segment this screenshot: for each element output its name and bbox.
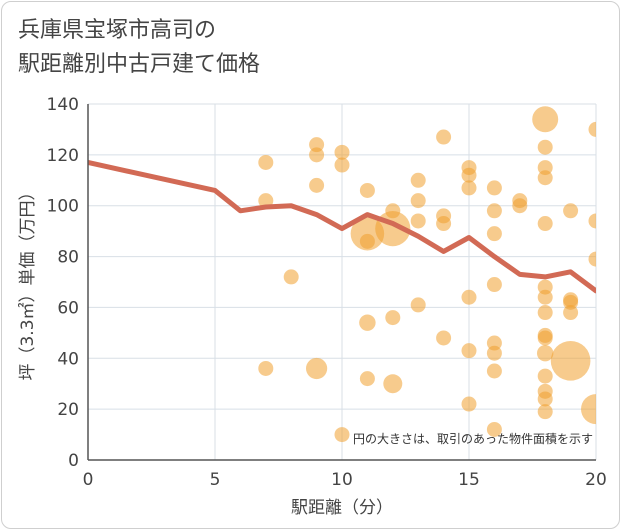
y-tick-label: 0 — [68, 451, 79, 471]
bubble-point — [309, 177, 325, 193]
bubble-point — [588, 251, 596, 267]
y-tick-label: 80 — [57, 248, 79, 268]
bubble-point — [486, 203, 502, 219]
bubble-point — [258, 360, 274, 376]
bubble-point — [512, 198, 528, 214]
bubble-point — [563, 203, 579, 219]
bubble-point — [385, 203, 401, 219]
bubble-point — [537, 305, 553, 321]
chart-title-line-2: 駅距離別中古戸建て価格 — [18, 52, 261, 77]
bubble-point — [461, 167, 477, 183]
bubble-point — [537, 216, 553, 232]
bubble-point — [410, 172, 426, 188]
bubble-point — [461, 396, 477, 412]
bubble-point — [563, 305, 579, 321]
bubble-point — [383, 374, 403, 394]
x-tick-label: 5 — [210, 470, 221, 490]
bubble-size-note: 円の大きさは、取引のあった物件面積を示す — [353, 431, 593, 446]
bubble-point — [486, 421, 502, 437]
y-tick-label: 120 — [47, 146, 79, 166]
bubble-point — [537, 170, 553, 186]
average-line — [88, 159, 596, 294]
bubble-point — [410, 193, 426, 209]
axes: 0 5 10 15 20 0 20 40 60 80 100 120 140 — [47, 95, 607, 490]
bubble-point — [258, 154, 274, 170]
x-tick-label: 10 — [331, 470, 353, 490]
y-tick-label: 20 — [57, 400, 79, 420]
bubble-point — [537, 404, 553, 420]
bubble-point — [410, 297, 426, 313]
x-tick-label: 0 — [83, 470, 94, 490]
bubble-point — [486, 226, 502, 242]
bubble-point — [436, 330, 452, 346]
bubble-point — [334, 427, 350, 443]
y-tick-label: 140 — [47, 95, 79, 115]
bubble-point — [537, 139, 553, 155]
x-tick-label: 20 — [585, 470, 607, 490]
bubble-point — [588, 121, 596, 137]
y-axis-label: 坪（3.3㎡）単価（万円） — [18, 183, 38, 380]
bubble-point — [309, 147, 325, 163]
x-axis-label: 駅距離（分） — [291, 498, 393, 518]
bubble-point — [537, 289, 553, 305]
bubble-point — [334, 144, 350, 160]
x-tick-label: 15 — [458, 470, 480, 490]
y-tick-label: 40 — [57, 349, 79, 369]
bubble-point — [436, 129, 452, 145]
bubble-point — [334, 157, 350, 173]
average-line-series — [88, 159, 596, 294]
bubble-point — [461, 180, 477, 196]
bubble-point — [385, 310, 401, 326]
chart-title-line-1: 兵庫県宝塚市高司の — [18, 18, 217, 43]
bubble-point — [436, 216, 452, 232]
bubble-point — [537, 330, 553, 346]
y-tick-label: 100 — [47, 197, 79, 217]
bubble-point — [550, 340, 591, 381]
bubble-point — [536, 344, 554, 362]
y-tick-label: 60 — [57, 298, 79, 318]
bubble-point — [461, 343, 477, 359]
bubble-point — [537, 368, 553, 384]
bubble-point — [486, 277, 502, 293]
bubble-point — [305, 357, 328, 380]
bubble-point — [461, 289, 477, 305]
bubble-point — [359, 314, 376, 331]
bubble-point — [486, 345, 502, 361]
chart-title: 兵庫県宝塚市高司の 駅距離別中古戸建て価格 — [18, 14, 260, 82]
bubble-point — [283, 269, 299, 285]
bubble-point — [581, 394, 596, 425]
bubble-point — [410, 213, 426, 229]
bubble-point — [486, 363, 502, 379]
bubble-point — [588, 213, 596, 229]
bubble-point — [359, 371, 375, 387]
bubble-point — [486, 180, 502, 196]
bubble-point — [359, 182, 375, 198]
bubble-point — [537, 391, 553, 407]
bubble-point — [359, 233, 375, 249]
bubble-point — [532, 106, 559, 133]
